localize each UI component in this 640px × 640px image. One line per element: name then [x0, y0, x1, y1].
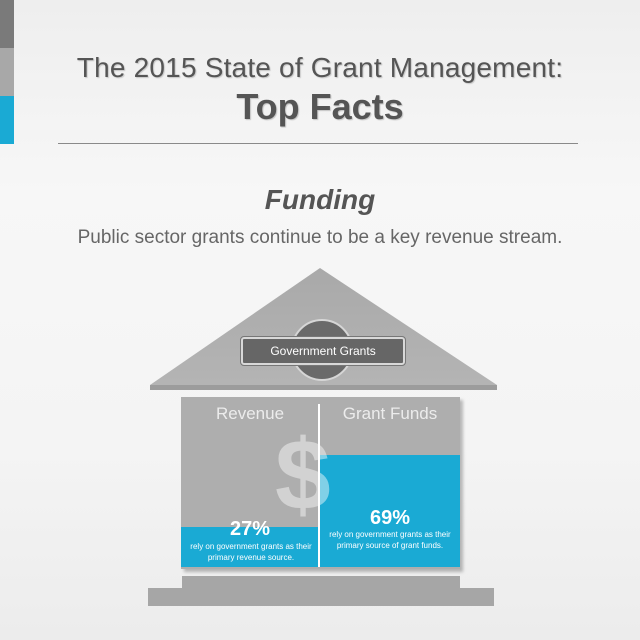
grant-funds-percent: 69% [369, 507, 411, 529]
page-title-emphasis: Top Facts [236, 86, 404, 127]
title-divider [58, 143, 578, 144]
section-subheading: Public sector grants continue to be a ke… [77, 227, 563, 248]
house-base-step [182, 576, 460, 588]
grant-funds-label: Grant Funds [342, 404, 438, 423]
page-title: The 2015 State of Grant Management: [76, 52, 564, 83]
dollar-icon: $ [275, 419, 331, 531]
grant-funds-fill-bar [320, 455, 460, 567]
grant-funds-description: rely on government grants as their prima… [329, 530, 451, 550]
revenue-label: Revenue [215, 404, 285, 423]
side-strip-accent [0, 96, 14, 144]
revenue-percent: 27% [229, 518, 271, 540]
column-divider [318, 404, 320, 567]
house-base [148, 588, 494, 606]
side-strip-light [0, 48, 14, 96]
side-strip-dark [0, 0, 14, 48]
revenue-description: rely on government grants as their prima… [190, 542, 312, 562]
government-grants-plaque: Government Grants [240, 336, 406, 366]
revenue-fill-bar [181, 527, 319, 567]
section-heading: Funding [264, 184, 376, 215]
